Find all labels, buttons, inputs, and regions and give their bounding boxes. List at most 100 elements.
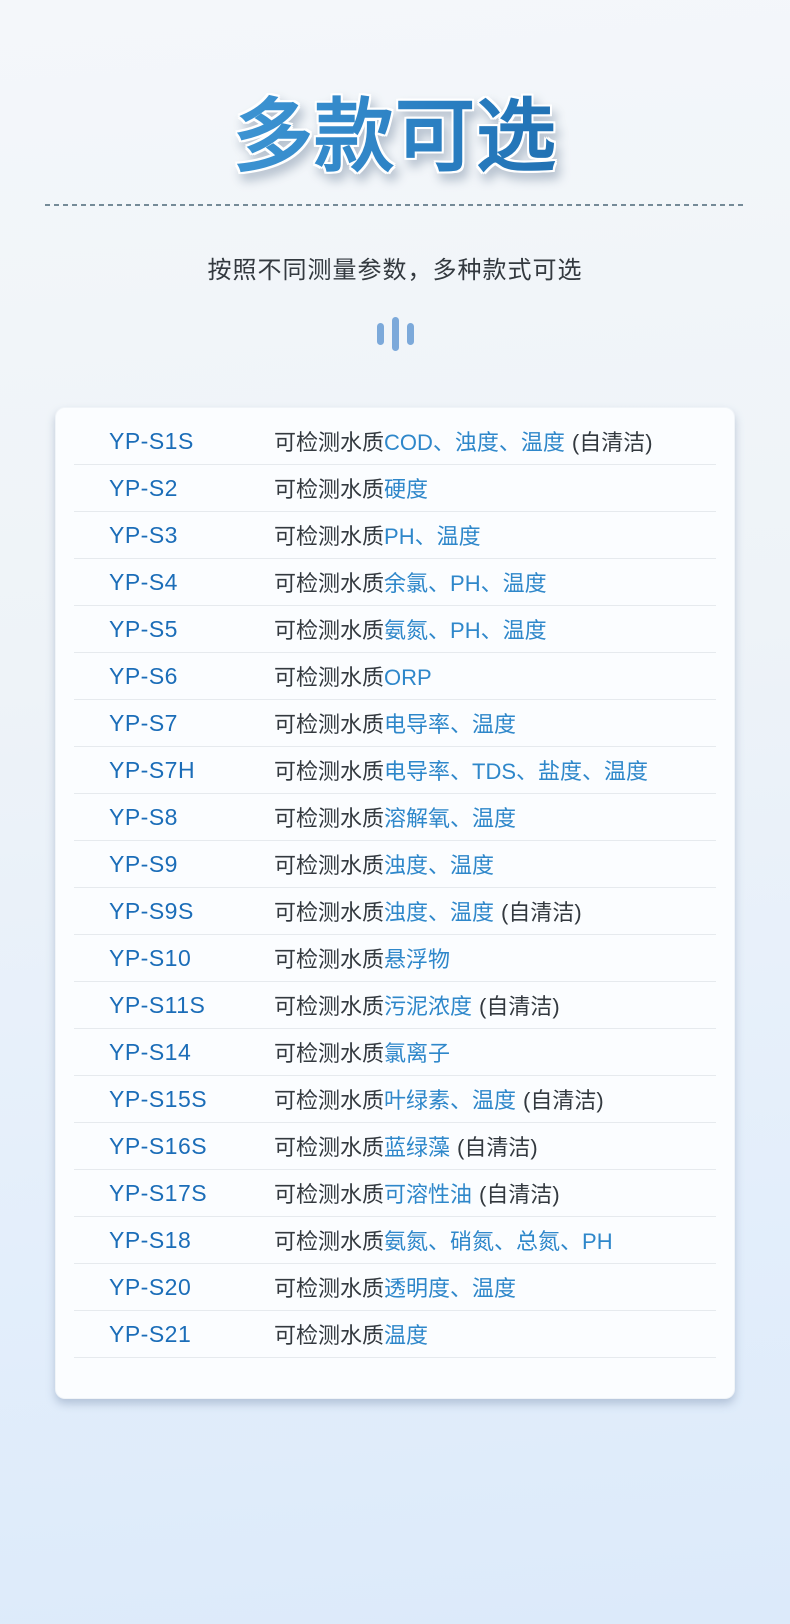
model-name: YP-S8	[109, 803, 178, 830]
table-row: YP-S18 可检测水质氨氮、硝氮、总氮、PH	[74, 1217, 716, 1264]
desc-prefix: 可检测水质	[274, 430, 385, 455]
model-description: 可检测水质温度	[274, 1318, 428, 1350]
desc-prefix: 可检测水质	[274, 853, 385, 878]
model-description: 可检测水质可溶性油 (自清洁)	[274, 1177, 560, 1209]
model-description: 可检测水质悬浮物	[274, 942, 450, 974]
desc-prefix: 可检测水质	[274, 947, 385, 972]
desc-prefix: 可检测水质	[274, 1135, 385, 1160]
table-row: YP-S10 可检测水质悬浮物	[74, 935, 716, 982]
desc-params: ORP	[384, 665, 432, 690]
dashed-divider	[45, 204, 745, 206]
table-row: YP-S14 可检测水质氯离子	[74, 1029, 716, 1076]
desc-params: 温度	[384, 1323, 429, 1348]
table-row: YP-S7H 可检测水质电导率、TDS、盐度、温度	[74, 747, 716, 794]
product-selection-page: 多款可选 按照不同测量参数，多种款式可选 YP-S1S 可检测水质COD、浊度、…	[0, 94, 790, 1624]
model-name: YP-S4	[109, 568, 178, 595]
model-name: YP-S2	[109, 474, 178, 501]
model-name: YP-S16S	[109, 1132, 208, 1159]
model-name: YP-S17S	[109, 1179, 208, 1206]
desc-prefix: 可检测水质	[274, 900, 385, 925]
model-name: YP-S10	[109, 944, 192, 971]
model-description: 可检测水质溶解氧、温度	[274, 801, 516, 833]
model-name: YP-S11S	[109, 991, 206, 1018]
model-name: YP-S5	[109, 615, 178, 642]
desc-self-clean: (自清洁)	[457, 1135, 538, 1160]
desc-params: 透明度、温度	[384, 1276, 517, 1301]
desc-prefix: 可检测水质	[274, 665, 385, 690]
table-row: YP-S4 可检测水质余氯、PH、温度	[74, 559, 716, 606]
model-description: 可检测水质COD、浊度、温度 (自清洁)	[274, 425, 653, 457]
desc-self-clean: (自清洁)	[501, 900, 582, 925]
model-description: 可检测水质硬度	[274, 472, 428, 504]
model-description: 可检测水质氨氮、硝氮、总氮、PH	[274, 1224, 613, 1256]
model-name: YP-S18	[109, 1226, 192, 1253]
bar-left	[376, 323, 384, 345]
model-name: YP-S7	[109, 709, 178, 736]
model-description: 可检测水质电导率、TDS、盐度、温度	[274, 754, 648, 786]
desc-params: 蓝绿藻	[384, 1135, 451, 1160]
model-description: 可检测水质叶绿素、温度 (自清洁)	[274, 1083, 604, 1115]
desc-prefix: 可检测水质	[274, 571, 385, 596]
model-name: YP-S21	[109, 1320, 192, 1347]
desc-prefix: 可检测水质	[274, 1229, 385, 1254]
desc-params: 余氯、PH、温度	[384, 571, 547, 596]
desc-params: 溶解氧、温度	[384, 806, 517, 831]
desc-params: 硬度	[384, 477, 429, 502]
table-row: YP-S17S 可检测水质可溶性油 (自清洁)	[74, 1170, 716, 1217]
model-description: 可检测水质氨氮、PH、温度	[274, 613, 547, 645]
desc-prefix: 可检测水质	[274, 806, 385, 831]
desc-params: 氯离子	[384, 1041, 451, 1066]
model-name: YP-S20	[109, 1273, 192, 1300]
model-name: YP-S3	[109, 521, 178, 548]
model-description: 可检测水质透明度、温度	[274, 1271, 516, 1303]
table-row: YP-S9S 可检测水质浊度、温度 (自清洁)	[74, 888, 716, 935]
model-table-card: YP-S1S 可检测水质COD、浊度、温度 (自清洁) YP-S2 可检测水质硬度…	[55, 407, 735, 1399]
desc-self-clean: (自清洁)	[479, 994, 560, 1019]
desc-prefix: 可检测水质	[274, 1088, 385, 1113]
desc-prefix: 可检测水质	[274, 1276, 385, 1301]
model-description: 可检测水质氯离子	[274, 1036, 450, 1068]
desc-self-clean: (自清洁)	[571, 430, 653, 455]
desc-params: PH、温度	[384, 524, 481, 549]
model-table: YP-S1S 可检测水质COD、浊度、温度 (自清洁) YP-S2 可检测水质硬度…	[74, 418, 716, 1358]
model-description: 可检测水质浊度、温度	[274, 848, 494, 880]
desc-params: 污泥浓度	[384, 994, 473, 1019]
three-bars-icon	[375, 317, 415, 351]
desc-params: 浊度、温度	[384, 853, 495, 878]
table-row: YP-S5 可检测水质氨氮、PH、温度	[74, 606, 716, 653]
desc-prefix: 可检测水质	[274, 994, 385, 1019]
desc-prefix: 可检测水质	[274, 1041, 385, 1066]
desc-self-clean: (自清洁)	[523, 1088, 604, 1113]
desc-prefix: 可检测水质	[274, 618, 385, 643]
model-name: YP-S7H	[109, 756, 196, 783]
table-row: YP-S3 可检测水质PH、温度	[74, 512, 716, 559]
desc-prefix: 可检测水质	[274, 477, 385, 502]
desc-prefix: 可检测水质	[274, 1323, 385, 1348]
model-name: YP-S6	[109, 662, 178, 689]
desc-params: COD、浊度、温度	[384, 430, 565, 455]
bar-middle	[391, 317, 399, 351]
desc-params: 可溶性油	[384, 1182, 473, 1207]
table-row: YP-S2 可检测水质硬度	[74, 465, 716, 512]
table-row: YP-S20 可检测水质透明度、温度	[74, 1264, 716, 1311]
bar-right	[406, 323, 414, 345]
model-description: 可检测水质PH、温度	[274, 519, 481, 551]
model-description: 可检测水质电导率、温度	[274, 707, 516, 739]
model-description: 可检测水质余氯、PH、温度	[274, 566, 547, 598]
table-row: YP-S16S 可检测水质蓝绿藻 (自清洁)	[74, 1123, 716, 1170]
table-row: YP-S11S 可检测水质污泥浓度 (自清洁)	[74, 982, 716, 1029]
model-description: 可检测水质ORP	[274, 660, 432, 692]
desc-prefix: 可检测水质	[274, 712, 385, 737]
model-description: 可检测水质浊度、温度 (自清洁)	[274, 895, 582, 927]
table-row: YP-S6 可检测水质ORP	[74, 653, 716, 700]
desc-prefix: 可检测水质	[274, 1182, 385, 1207]
desc-params: 叶绿素、温度	[384, 1088, 517, 1113]
model-name: YP-S14	[109, 1038, 192, 1065]
table-row: YP-S9 可检测水质浊度、温度	[74, 841, 716, 888]
desc-params: 悬浮物	[384, 947, 451, 972]
page-title: 多款可选	[0, 94, 790, 178]
desc-prefix: 可检测水质	[274, 524, 385, 549]
model-name: YP-S1S	[109, 427, 194, 454]
model-name: YP-S9	[109, 850, 178, 877]
table-row: YP-S8 可检测水质溶解氧、温度	[74, 794, 716, 841]
